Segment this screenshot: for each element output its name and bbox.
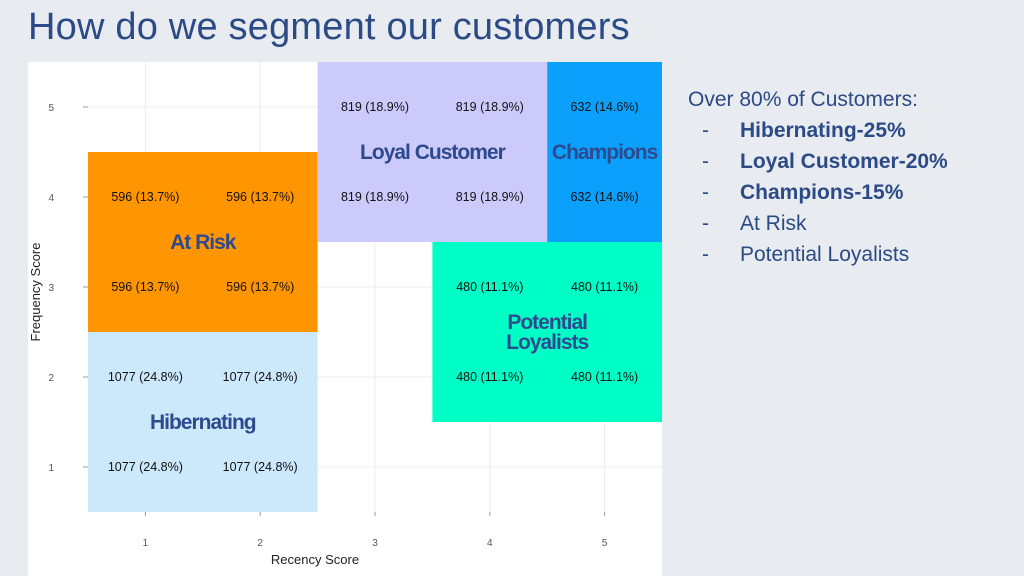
summary-item-hibernating: - Hibernating-25% <box>688 115 1018 146</box>
cell-value-label: 819 (18.9%) <box>456 100 524 114</box>
cell-value-label: 819 (18.9%) <box>341 190 409 204</box>
x-axis-title: Recency Score <box>271 552 359 567</box>
cell-value-label: 596 (13.7%) <box>226 190 294 204</box>
summary-item-text: Champions-15% <box>740 181 904 204</box>
cell-value-label: 632 (14.6%) <box>571 190 639 204</box>
cell-value-label: 596 (13.7%) <box>226 280 294 294</box>
y-axis-title: Frequency Score <box>28 243 43 342</box>
cell-value-label: 1077 (24.8%) <box>108 460 183 474</box>
summary-item-champions: - Champions-15% <box>688 177 1018 208</box>
cell-value-label: 480 (11.1%) <box>571 370 638 384</box>
summary-item-text: Potential Loyalists <box>740 243 910 266</box>
summary-item-text: Loyal Customer-20% <box>740 150 948 173</box>
cell-value-label: 596 (13.7%) <box>111 280 179 294</box>
summary-list: - Hibernating-25% - Loyal Customer-20% - Ch… <box>688 115 1018 270</box>
summary-heading: Over 80% of Customers: <box>688 88 918 111</box>
cell-value-label: 819 (18.9%) <box>341 100 409 114</box>
segment-loyal-customer <box>317 62 548 242</box>
segment-chart: 1077 (24.8%) 1077 (24.8%) 1077 (24.8%) 1077… <box>28 62 662 576</box>
tick-layer: 1 2 3 4 5 1 2 3 4 5 <box>48 103 607 549</box>
y-tick-label: 5 <box>48 103 54 114</box>
segment-at-risk <box>88 152 318 332</box>
summary-item-potential-loyalists: - Potential Loyalists <box>688 239 1018 270</box>
x-tick-label: 4 <box>487 538 493 549</box>
slide-title: How do we segment our customers <box>28 6 630 48</box>
y-tick-label: 2 <box>48 373 54 384</box>
segment-label-at-risk: At Risk <box>170 231 237 254</box>
segment-champions <box>547 62 662 242</box>
bullet-dash: - <box>702 212 709 235</box>
x-tick-label: 1 <box>143 538 149 549</box>
segment-hibernating <box>88 332 318 512</box>
summary-panel: Over 80% of Customers: - Hibernating-25% … <box>688 84 1018 270</box>
segment-layer <box>88 62 662 512</box>
cell-value-label: 480 (11.1%) <box>456 370 523 384</box>
cell-value-label: 1077 (24.8%) <box>223 370 298 384</box>
cell-value-label: 596 (13.7%) <box>111 190 179 204</box>
y-tick-label: 3 <box>48 283 54 294</box>
segment-label-loyal-customer: Loyal Customer <box>360 141 506 164</box>
y-tick-label: 4 <box>48 193 54 204</box>
summary-item-text: At Risk <box>740 212 807 235</box>
x-tick-label: 5 <box>602 538 608 549</box>
bullet-dash: - <box>702 119 709 142</box>
segment-chart-svg: 1077 (24.8%) 1077 (24.8%) 1077 (24.8%) 1077… <box>28 62 662 576</box>
summary-item-loyal-customer: - Loyal Customer-20% <box>688 146 1018 177</box>
cell-value-label: 480 (11.1%) <box>456 280 523 294</box>
cell-value-label: 1077 (24.8%) <box>108 370 183 384</box>
summary-item-text: Hibernating-25% <box>740 119 906 142</box>
bullet-dash: - <box>702 243 709 266</box>
x-tick-label: 2 <box>257 538 263 549</box>
summary-item-at-risk: - At Risk <box>688 208 1018 239</box>
x-tick-label: 3 <box>372 538 378 549</box>
cell-label-layer: 1077 (24.8%) 1077 (24.8%) 1077 (24.8%) 1077… <box>108 100 639 474</box>
cell-value-label: 480 (11.1%) <box>571 280 638 294</box>
y-tick-label: 1 <box>48 463 54 474</box>
segment-potential-loyalists <box>432 242 662 422</box>
bullet-dash: - <box>702 150 709 173</box>
segment-label-potential-loyalists: Loyalists <box>506 331 588 354</box>
segment-label-hibernating: Hibernating <box>150 411 256 434</box>
bullet-dash: - <box>702 181 709 204</box>
segment-label-champions: Champions <box>552 141 658 164</box>
cell-value-label: 819 (18.9%) <box>456 190 524 204</box>
segment-label-layer: Hibernating At Risk Loyal Customer Champion… <box>150 141 659 434</box>
cell-value-label: 632 (14.6%) <box>571 100 639 114</box>
segment-label-potential-loyalists: Potential <box>507 311 587 334</box>
cell-value-label: 1077 (24.8%) <box>223 460 298 474</box>
